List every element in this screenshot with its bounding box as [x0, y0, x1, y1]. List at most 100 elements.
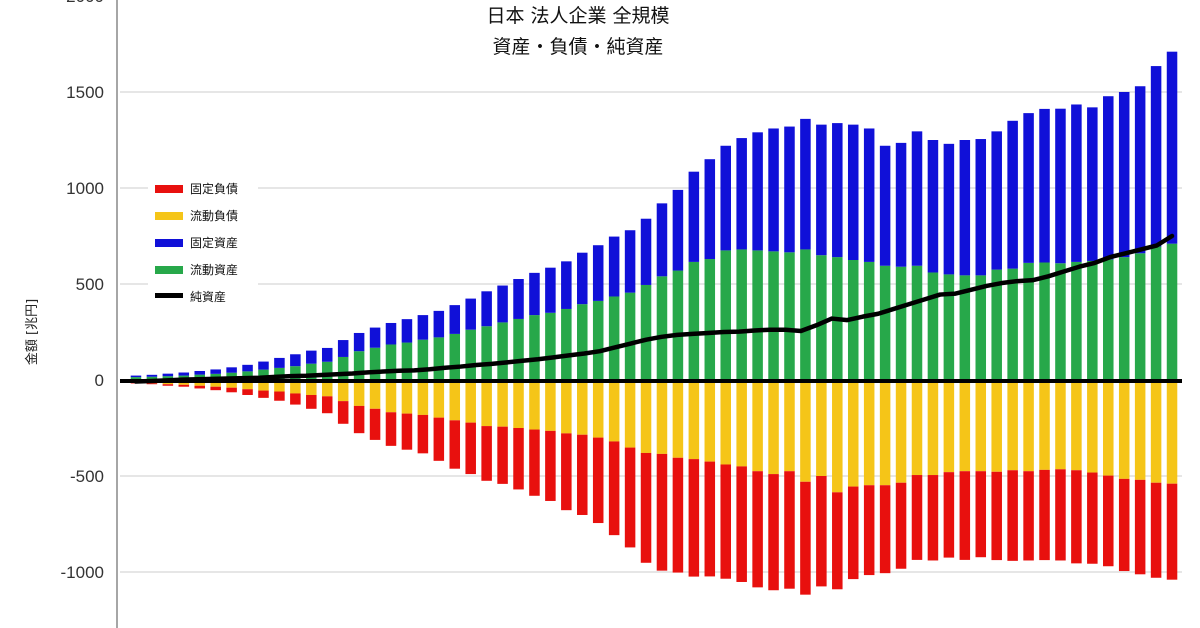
bar-segment [991, 131, 1002, 270]
bar-segment [720, 250, 731, 380]
bar-segment [545, 312, 556, 380]
legend-label: 固定負債 [190, 181, 238, 196]
bar-segment [704, 380, 716, 462]
bar-segment [1087, 107, 1098, 261]
bar-segment [624, 447, 636, 548]
bar-segment [401, 342, 413, 380]
bar-segment [736, 466, 747, 582]
bar-segment [640, 218, 652, 285]
bar-segment [672, 189, 684, 271]
bar-segment [1007, 470, 1018, 561]
bar-segment [832, 380, 843, 493]
bar-segment [481, 380, 492, 427]
bar-segment [1103, 96, 1114, 260]
bar-segment [1166, 51, 1178, 244]
bar-segment [608, 296, 620, 380]
bar-segment [321, 380, 333, 397]
bar-segment [433, 310, 445, 338]
bar-segment [1055, 380, 1066, 470]
bar-segment [720, 145, 731, 251]
y-tick-label: -500 [70, 467, 104, 486]
bar-segment [959, 380, 971, 472]
bar-segment [242, 371, 253, 380]
bar-segment [353, 405, 365, 434]
bar-segment [816, 380, 827, 476]
bar-segment [688, 261, 700, 380]
bar-segment [226, 367, 237, 373]
bar-segment [321, 361, 333, 380]
bar-segment [592, 300, 604, 380]
bar-segment [321, 396, 333, 414]
bar-segment [274, 391, 285, 401]
bar-segment [577, 434, 588, 515]
bar-segment [720, 380, 731, 465]
bar-segment [1023, 380, 1034, 472]
bar-segment [1071, 470, 1082, 564]
bar-segment [863, 380, 875, 486]
bar-segment [592, 245, 604, 301]
bar-segment [178, 372, 190, 376]
bar-segment [1166, 483, 1178, 580]
bar-segment [513, 279, 524, 319]
bar-segment [1039, 469, 1050, 561]
bar-segment [768, 128, 779, 252]
bar-segment [210, 386, 221, 391]
bar-segment [1007, 120, 1018, 269]
bar-segment [1087, 472, 1098, 564]
bar-segment [1007, 268, 1018, 380]
bar-segment [1166, 243, 1178, 380]
bar-segment [672, 380, 684, 458]
bar-segment [146, 376, 158, 380]
bar-segment [321, 347, 333, 362]
bar-segment [800, 249, 811, 380]
bar-segment [369, 347, 381, 380]
bar-segment [306, 350, 317, 364]
bar-segment [608, 441, 620, 536]
bar-segment [194, 370, 205, 375]
bar-segment [529, 315, 540, 380]
bar-segment [465, 380, 476, 423]
bar-segment [258, 380, 269, 391]
legend-label: 固定資産 [190, 235, 238, 250]
bar-segment [561, 261, 572, 309]
bar-segment [927, 272, 939, 380]
bar-segment [449, 380, 461, 421]
bar-segment [497, 426, 508, 484]
legend-swatch [155, 266, 183, 274]
bar-segment [640, 380, 652, 453]
bar-segment [1055, 108, 1066, 264]
bar-segment [1103, 259, 1114, 380]
bar-segment [736, 249, 747, 380]
bar-segment [433, 417, 445, 461]
bar-segment [752, 250, 763, 380]
bar-segment [1134, 479, 1146, 575]
bar-segment [1134, 380, 1146, 480]
bar-segment [545, 380, 556, 431]
bar-segment [561, 308, 572, 380]
bar-segment [688, 171, 700, 262]
bar-segment [784, 471, 795, 589]
bar-segment [577, 304, 588, 380]
bar-segment [943, 380, 955, 473]
y-tick-label: 1500 [66, 83, 104, 102]
bar-segment [1118, 92, 1130, 258]
bar-segment [927, 475, 939, 561]
bar-segment [704, 259, 716, 380]
bar-segment [1134, 253, 1146, 380]
bar-segment [306, 394, 317, 409]
bar-segment [688, 380, 700, 460]
bar-segment [1071, 261, 1082, 380]
bar-segment [497, 322, 508, 380]
bar-segment [1103, 380, 1114, 476]
bar-segment [433, 380, 445, 418]
bar-segment [959, 275, 971, 380]
bar-segment [577, 252, 588, 305]
chart-subtitle: 資産・負債・純資産 [492, 36, 663, 58]
bar-segment [1023, 113, 1034, 263]
bar-segment [242, 380, 253, 390]
bar-segment [624, 292, 636, 380]
bar-segment [927, 140, 939, 273]
bar-segment [226, 387, 237, 393]
bar-segment [449, 333, 461, 380]
